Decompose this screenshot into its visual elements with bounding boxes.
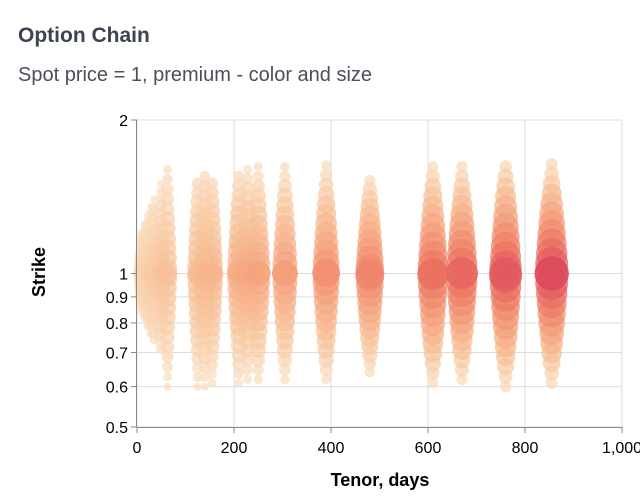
option-point	[253, 162, 263, 172]
option-point	[280, 161, 290, 172]
y-axis-title: Strike	[29, 247, 49, 297]
option-point	[456, 161, 468, 173]
x-axis-title: Tenor, days	[331, 470, 430, 490]
option-point	[192, 372, 203, 383]
option-point	[200, 382, 210, 391]
option-point	[199, 170, 211, 182]
option-point	[157, 263, 178, 284]
option-point	[545, 377, 558, 389]
option-point	[207, 369, 218, 379]
x-tick-label: 800	[512, 440, 539, 457]
option-point	[280, 374, 290, 385]
option-point	[279, 170, 291, 183]
option-point	[355, 258, 385, 289]
option-point	[207, 378, 217, 388]
x-tick-label: 0	[133, 440, 142, 457]
option-point	[427, 161, 439, 173]
option-point	[150, 195, 158, 203]
option-point	[253, 374, 263, 384]
y-tick-label: 0.7	[106, 345, 128, 362]
option-point	[233, 170, 245, 183]
chart-subtitle: Spot price = 1, premium - color and size	[18, 64, 373, 86]
option-point	[489, 256, 523, 291]
option-point	[445, 257, 478, 290]
axes: 0 200 400 600 800 1,000 0.5 0.6 0.7 0.8 0.9 1 2	[106, 113, 640, 457]
option-point	[417, 257, 449, 290]
option-point	[206, 177, 219, 190]
option-point	[161, 192, 175, 206]
option-point	[242, 364, 253, 376]
y-tick-label: 0.6	[106, 380, 128, 397]
option-point	[279, 363, 291, 376]
option-point	[364, 367, 375, 378]
option-point	[161, 183, 174, 196]
option-point	[160, 340, 175, 354]
option-point	[320, 169, 333, 182]
option-point	[243, 374, 253, 384]
option-point	[456, 373, 468, 385]
option-point	[193, 382, 202, 391]
option-point	[321, 160, 332, 171]
option-point	[163, 165, 172, 174]
y-tick-label: 0.5	[106, 420, 128, 437]
y-tick-label: 0.8	[106, 316, 128, 333]
option-point	[427, 377, 439, 389]
option-point	[545, 158, 558, 170]
option-point	[163, 382, 172, 391]
x-tick-label: 400	[318, 440, 345, 457]
option-point	[234, 378, 244, 388]
option-point	[499, 380, 512, 393]
option-point	[162, 174, 173, 185]
option-point	[163, 372, 173, 382]
scatter-points	[133, 158, 569, 393]
option-point	[201, 262, 224, 285]
x-tick-label: 200	[221, 440, 248, 457]
x-tick-label: 1,000	[602, 440, 640, 457]
option-point	[321, 374, 332, 385]
option-point	[233, 368, 245, 379]
option-point	[534, 256, 569, 291]
option-point	[312, 259, 341, 288]
y-tick-label: 0.9	[106, 290, 128, 307]
option-point	[162, 361, 173, 373]
option-point	[157, 180, 165, 188]
x-tick-label: 600	[415, 440, 442, 457]
option-point	[252, 364, 264, 376]
option-point	[206, 359, 218, 371]
option-point	[243, 164, 253, 174]
y-tick-label: 2	[119, 113, 128, 130]
option-point	[161, 351, 174, 364]
chart-title: Option Chain	[18, 24, 150, 47]
y-tick-label: 1	[119, 267, 128, 284]
option-point	[271, 260, 298, 287]
option-point	[245, 261, 271, 286]
option-point	[200, 372, 210, 382]
option-point	[252, 170, 264, 182]
option-point	[241, 173, 254, 185]
